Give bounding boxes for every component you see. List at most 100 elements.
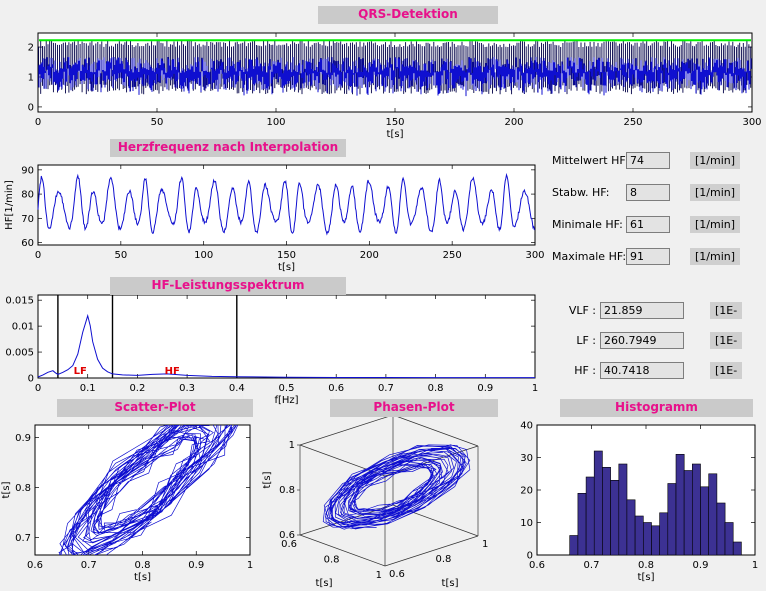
histogram-bar (716, 502, 726, 556)
histogram-bar (708, 473, 718, 556)
scatter-title-bar: Scatter-Plot (57, 399, 253, 417)
mittelwert-hf-label: Mittelwert HF: (552, 154, 629, 167)
svg-text:1: 1 (247, 560, 253, 571)
hf-input[interactable] (600, 362, 684, 379)
svg-text:0.3: 0.3 (179, 383, 195, 394)
svg-text:70: 70 (21, 214, 34, 225)
svg-text:0.8: 0.8 (324, 555, 340, 566)
svg-text:0: 0 (28, 374, 34, 385)
mittelwert-hf-unit: [1/min] (690, 152, 741, 169)
hf-unit: [1E- (710, 362, 743, 379)
svg-text:0: 0 (35, 250, 41, 261)
svg-text:60: 60 (21, 238, 34, 249)
histogram-bar (642, 522, 652, 556)
minimale-hf-unit: [1/min] (690, 216, 741, 233)
svg-text:0: 0 (35, 117, 41, 128)
minimale-hf-input[interactable] (626, 216, 670, 233)
histogram-bar (602, 466, 611, 556)
svg-text:2: 2 (28, 43, 34, 54)
spectrum-plot: 0 0.1 0.2 0.3 0.4 0.5 0.6 0.7 0.8 0.9 1 0 0.005 0.01 0… (5, 294, 538, 406)
scatter-plot: 0.6 0.7 0.8 0.9 1 0.7 0.8 0.9 t[s] t[s] (1, 424, 253, 583)
svg-text:50: 50 (114, 250, 127, 261)
qrs-noise-band (38, 56, 752, 97)
histogram-bar (651, 525, 660, 556)
histogram-bar (724, 522, 734, 556)
histogram-bar (667, 483, 677, 556)
qrs-title-bar: QRS-Detektion (318, 6, 498, 24)
svg-text:t[s]: t[s] (278, 262, 295, 273)
svg-text:250: 250 (623, 117, 642, 128)
phase-title-bar: Phasen-Plot (330, 399, 498, 417)
svg-text:0: 0 (35, 383, 41, 394)
phase-trace (322, 444, 471, 530)
svg-text:t[s]: t[s] (316, 578, 333, 589)
svg-text:30: 30 (520, 453, 533, 464)
plot-area (37, 164, 536, 246)
axes3d-edge (384, 535, 479, 567)
vlf-input[interactable] (600, 302, 684, 319)
svg-text:0.8: 0.8 (135, 560, 151, 571)
lf-unit: [1E- (710, 332, 743, 349)
axes3d-edge (392, 504, 479, 537)
svg-text:0.8: 0.8 (428, 383, 444, 394)
svg-text:0.6: 0.6 (529, 560, 545, 571)
svg-text:1: 1 (752, 560, 758, 571)
maximale-hf-input[interactable] (626, 248, 670, 265)
svg-text:0.005: 0.005 (5, 348, 34, 359)
svg-text:250: 250 (443, 250, 462, 261)
mittelwert-hf-input[interactable] (626, 152, 670, 169)
svg-text:f[Hz]: f[Hz] (274, 395, 298, 406)
svg-text:0.2: 0.2 (129, 383, 145, 394)
svg-text:1: 1 (532, 383, 538, 394)
hr-plot: 0 50 100 150 200 250 300 60 70 80 90 t[s] HF[1/min] (4, 164, 545, 273)
svg-text:0.9: 0.9 (693, 560, 709, 571)
stabw-hf-label: Stabw. HF: (552, 186, 610, 199)
svg-text:200: 200 (504, 117, 523, 128)
lf-label: LF : (576, 334, 596, 347)
svg-text:0.7: 0.7 (378, 383, 394, 394)
histogram-bar (683, 470, 693, 556)
svg-text:0.6: 0.6 (328, 383, 344, 394)
svg-text:100: 100 (194, 250, 213, 261)
svg-text:0.4: 0.4 (229, 383, 245, 394)
svg-text:t[s]: t[s] (262, 471, 273, 488)
histogram-bar (732, 541, 742, 556)
svg-text:0.8: 0.8 (15, 483, 31, 494)
stabw-hf-input[interactable] (626, 184, 670, 201)
svg-text:0.015: 0.015 (5, 296, 34, 307)
svg-text:0.7: 0.7 (81, 560, 97, 571)
svg-text:0.9: 0.9 (15, 433, 31, 444)
hr-curve (37, 172, 536, 236)
svg-text:1: 1 (28, 72, 34, 83)
svg-text:0.9: 0.9 (477, 383, 493, 394)
svg-text:50: 50 (151, 117, 164, 128)
svg-text:0: 0 (527, 551, 533, 562)
svg-text:300: 300 (742, 117, 761, 128)
svg-text:0.7: 0.7 (584, 560, 600, 571)
svg-text:40: 40 (520, 421, 533, 432)
svg-text:0.9: 0.9 (188, 560, 204, 571)
svg-text:0.7: 0.7 (15, 533, 31, 544)
qrs-plot: 0 50 100 150 200 250 300 0 1 2 t[s] (28, 32, 762, 140)
histogram-bar (618, 463, 628, 556)
svg-text:0.5: 0.5 (279, 383, 295, 394)
histogram-bar (610, 479, 620, 556)
vlf-unit: [1E- (710, 302, 743, 319)
lf-input[interactable] (600, 332, 684, 349)
maximale-hf-label: Maximale HF: (552, 250, 627, 263)
svg-text:t[s]: t[s] (1, 481, 12, 498)
svg-text:300: 300 (525, 250, 544, 261)
phase-plot: 0.6 0.8 1 0.6 0.8 1 0.6 0.8 1 t[s] t[s] t[s] (262, 414, 488, 589)
hf-label: HF : (574, 364, 596, 377)
svg-text:100: 100 (266, 117, 285, 128)
svg-text:0.01: 0.01 (12, 322, 34, 333)
histogram-bar (577, 492, 587, 556)
svg-text:150: 150 (385, 117, 404, 128)
histogram-bar (691, 463, 701, 556)
axes3d-edge (392, 414, 479, 447)
svg-text:10: 10 (520, 518, 533, 529)
svg-text:1: 1 (289, 440, 295, 451)
